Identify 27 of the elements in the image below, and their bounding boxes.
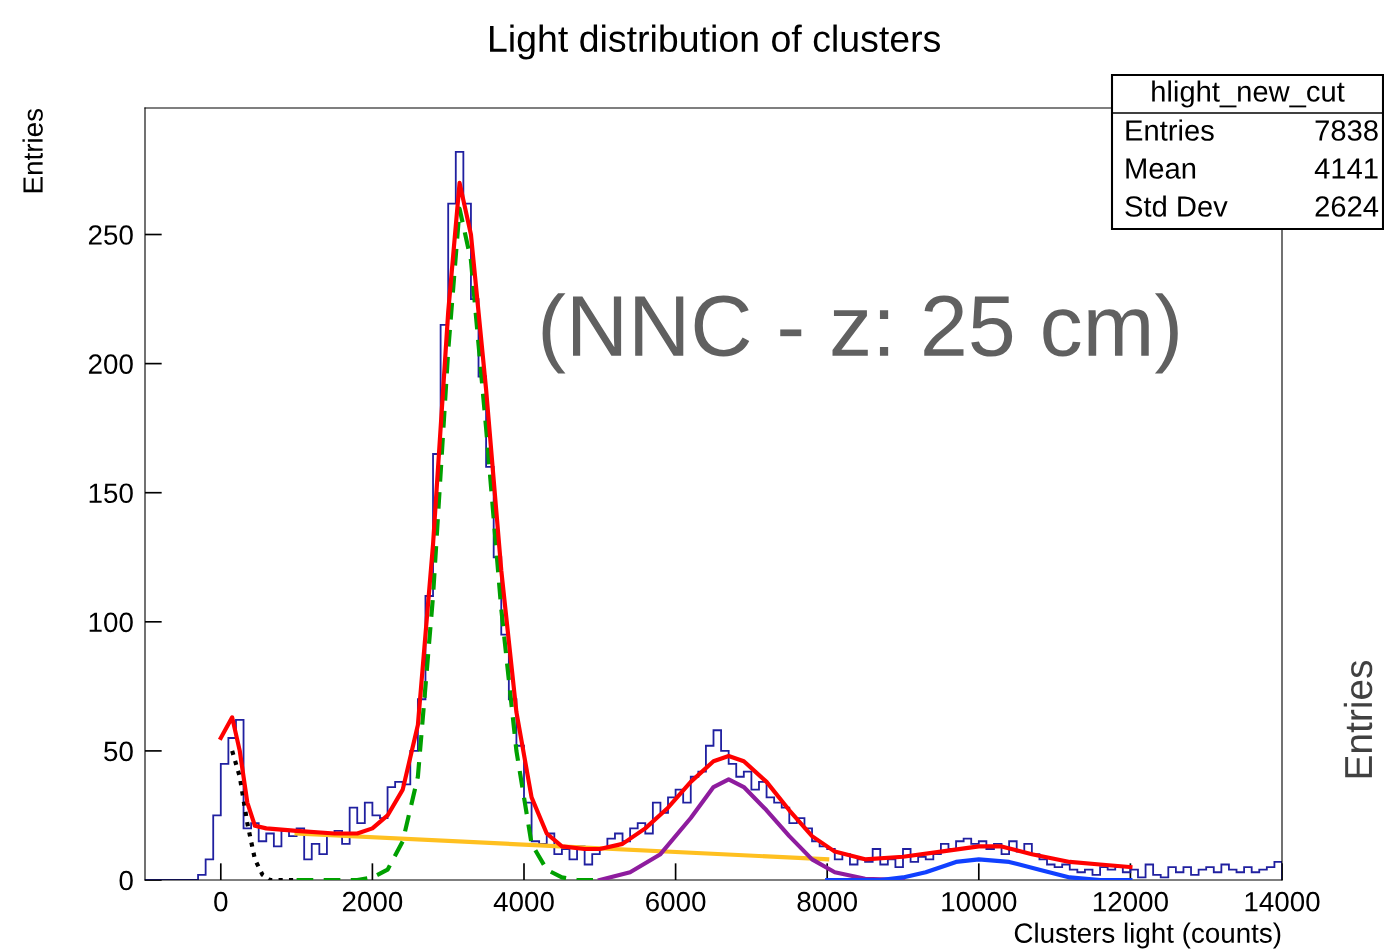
x-tick-label: 8000 [797, 891, 858, 912]
text: Entries [1343, 660, 1373, 778]
y-tick-label: 50 [104, 741, 133, 762]
x-tick-label: 0 [214, 891, 228, 912]
text: hlight_new_cut [1152, 80, 1345, 108]
annotation: (NNC - z: 25 cm) [542, 293, 1178, 374]
line-series [825, 857, 1133, 880]
y-tick-label: 100 [89, 612, 133, 633]
x-tick-label: 4000 [493, 891, 554, 912]
chart-title: Light distribution of clusters [490, 24, 940, 60]
annotation: Entries [1126, 119, 1214, 141]
y-tick-label: 200 [88, 354, 133, 374]
text: 4141 [1314, 158, 1378, 179]
x-tick-label: 12000 [1093, 891, 1168, 912]
x-tick-label: 2000 [342, 891, 403, 912]
x-tick-label: 6000 [646, 891, 706, 912]
y-axis-title: Entries [22, 109, 43, 193]
x-tick-label: 10000 [942, 891, 1017, 912]
y-tick-label: 0 [119, 870, 133, 891]
x-axis-title: Clusters light (counts) [1014, 922, 1281, 949]
y-tick-label: 250 [88, 225, 133, 245]
text: 2624 [1315, 196, 1379, 217]
annotation: Std Dev [1125, 195, 1228, 217]
annotation: Mean [1126, 158, 1196, 179]
x-tick-label: 14000 [1245, 891, 1320, 912]
y-tick-label: 150 [89, 483, 133, 504]
text: 7838 [1315, 120, 1378, 141]
